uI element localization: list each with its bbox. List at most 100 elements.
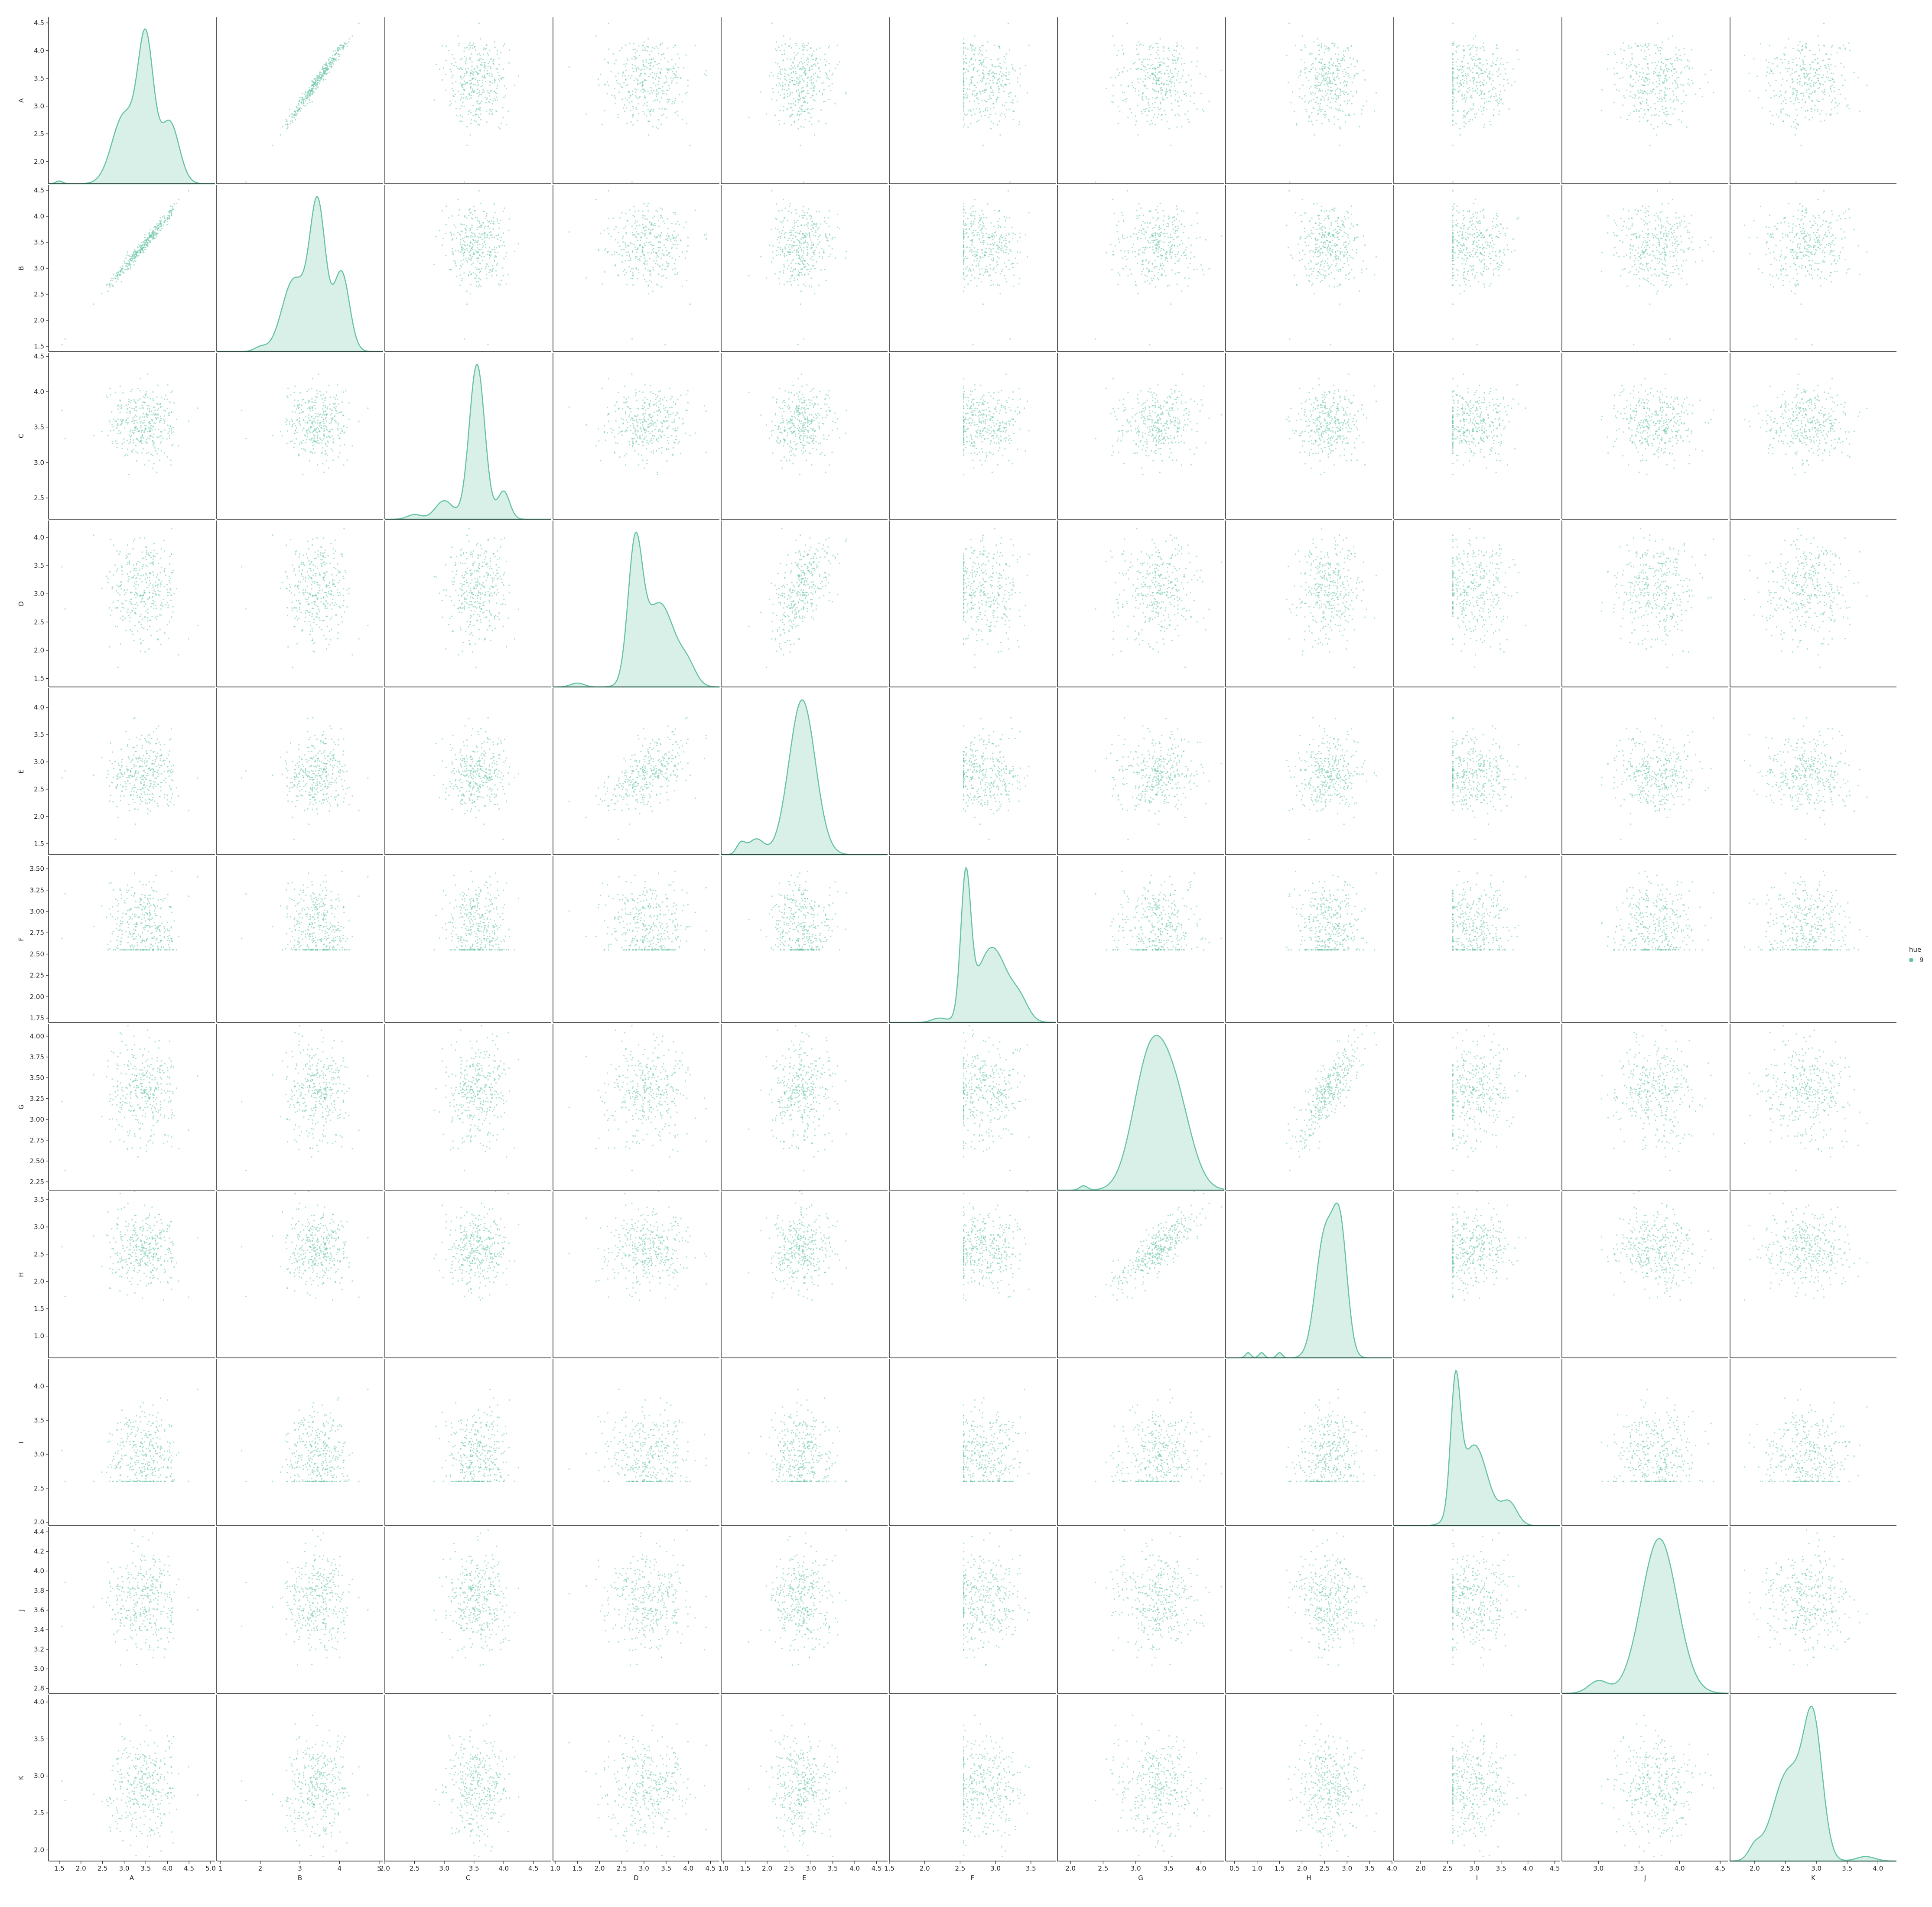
scatter-point — [667, 240, 668, 241]
scatter-point — [644, 264, 645, 265]
scatter-point — [499, 247, 500, 248]
scatter-point — [1171, 77, 1173, 78]
scatter-point — [305, 91, 306, 92]
scatter-point — [1713, 92, 1714, 93]
scatter-point — [1149, 75, 1151, 76]
scatter-point — [807, 112, 809, 114]
y-tick-label: 1.5 — [34, 342, 44, 350]
scatter-point — [648, 293, 649, 294]
scatter-point — [1304, 72, 1306, 74]
scatter-point — [484, 241, 485, 242]
scatter-point — [1321, 68, 1323, 70]
scatter-point — [1782, 120, 1784, 122]
scatter-point — [1361, 109, 1363, 110]
scatter-point — [1689, 68, 1690, 70]
scatter-point — [1015, 95, 1016, 97]
scatter-point — [675, 63, 677, 65]
scatter-point — [317, 77, 318, 78]
scatter-point — [1805, 111, 1806, 112]
scatter-point — [1308, 121, 1310, 122]
scatter-point — [501, 123, 502, 124]
scatter-point — [305, 92, 306, 93]
scatter-point — [648, 134, 649, 136]
scatter-point — [632, 251, 633, 253]
scatter-point — [455, 227, 456, 228]
scatter-point — [1686, 127, 1688, 128]
scatter-point — [804, 274, 805, 275]
scatter-point — [661, 54, 662, 55]
scatter-point — [325, 65, 327, 66]
scatter-point — [790, 115, 792, 116]
scatter-point — [1628, 115, 1630, 116]
scatter-point — [466, 145, 468, 146]
scatter-point — [969, 84, 970, 85]
scatter-point — [1320, 85, 1321, 86]
scatter-point — [1792, 62, 1793, 63]
scatter-point — [1675, 88, 1676, 89]
scatter-point — [451, 63, 452, 65]
scatter-point — [972, 76, 973, 77]
scatter-point — [141, 242, 143, 243]
scatter-point — [1758, 97, 1759, 98]
scatter-point — [1197, 108, 1198, 110]
scatter-point — [464, 244, 465, 246]
scatter-point — [1817, 109, 1818, 110]
scatter-point — [1645, 92, 1646, 93]
scatter-point — [485, 218, 486, 219]
scatter-point — [494, 247, 495, 248]
scatter-point — [489, 93, 490, 94]
scatter-point — [975, 59, 976, 61]
scatter-point — [1342, 111, 1343, 112]
scatter-point — [1160, 88, 1161, 89]
scatter-point — [634, 59, 636, 60]
scatter-point — [478, 249, 480, 250]
scatter-point — [459, 234, 460, 235]
scatter-point — [1124, 99, 1125, 100]
scatter-point — [503, 45, 504, 46]
scatter-point — [647, 264, 648, 265]
scatter-point — [442, 79, 443, 81]
scatter-point — [153, 238, 154, 240]
scatter-point — [1465, 123, 1467, 124]
scatter-point — [142, 251, 143, 253]
scatter-point — [992, 72, 993, 73]
scatter-point — [990, 86, 992, 87]
scatter-point — [1338, 54, 1339, 55]
scatter-point — [504, 208, 505, 209]
scatter-point — [810, 88, 812, 89]
scatter-point — [301, 103, 302, 104]
scatter-point — [1805, 46, 1806, 47]
scatter-point — [1674, 73, 1675, 74]
scatter-point — [1118, 123, 1119, 124]
scatter-point — [682, 286, 683, 287]
scatter-point — [478, 240, 479, 241]
scatter-point — [1361, 113, 1362, 114]
scatter-point — [1337, 68, 1338, 69]
scatter-point — [482, 252, 483, 254]
scatter-point — [161, 228, 163, 229]
scatter-point — [490, 231, 491, 233]
scatter-point — [1659, 78, 1660, 79]
scatter-point — [979, 108, 980, 110]
scatter-point — [647, 91, 649, 92]
scatter-point — [1457, 46, 1458, 47]
scatter-point — [129, 261, 130, 263]
scatter-point — [1155, 77, 1156, 78]
scatter-point — [304, 98, 306, 100]
scatter-point — [1803, 75, 1805, 77]
scatter-point — [1472, 119, 1473, 120]
scatter-point — [813, 254, 815, 255]
scatter-point — [1452, 124, 1454, 126]
scatter-point — [1681, 60, 1682, 61]
scatter-point — [1333, 62, 1334, 64]
scatter-point — [1008, 23, 1009, 24]
scatter-point — [1633, 85, 1634, 87]
scatter-point — [1325, 91, 1326, 92]
scatter-point — [974, 90, 976, 91]
scatter-point — [812, 259, 813, 260]
scatter-point — [963, 53, 964, 55]
scatter-point — [1649, 54, 1650, 55]
scatter-point — [1644, 114, 1646, 115]
scatter-point — [660, 258, 662, 259]
scatter-point — [675, 100, 676, 101]
